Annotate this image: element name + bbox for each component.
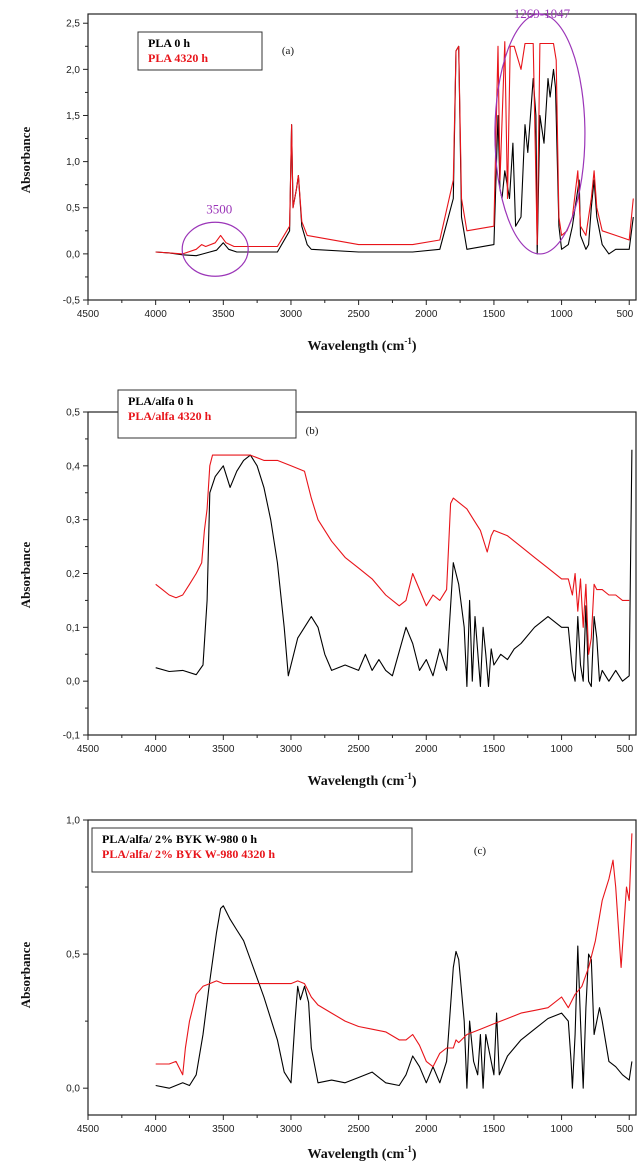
series-line-red [155, 454, 630, 655]
x-tick-label: 500 [617, 744, 634, 755]
x-tick-label: 4500 [77, 309, 100, 320]
x-tick-label: 4000 [145, 744, 168, 755]
legend-entry: PLA/alfa 4320 h [128, 409, 212, 423]
x-tick-label: 2000 [415, 1124, 438, 1135]
y-tick-label: 2,5 [66, 19, 80, 30]
x-tick-label: 1500 [483, 744, 506, 755]
legend-box [137, 31, 263, 71]
y-tick-label: 0,2 [66, 569, 80, 580]
y-tick-label: -0,1 [63, 731, 81, 742]
legend-entry: PLA/alfa/ 2% BYK W-980 4320 h [102, 847, 275, 861]
legend-entry: PLA/alfa 0 h [128, 394, 194, 408]
series-line-black [155, 449, 633, 688]
y-tick-label: 1,0 [66, 816, 80, 827]
x-tick-label: 2000 [415, 309, 438, 320]
annotation-label-3500: 3500 [206, 201, 232, 216]
chart-panel-a: 4500 4000 3500 3000 2500 2000 1500 1000 500 -0,5 0… [18, 6, 637, 354]
y-tick-label: 0,5 [66, 408, 80, 419]
x-tick-label: 4000 [145, 309, 168, 320]
x-tick-label: 1500 [483, 309, 506, 320]
y-tick-label: 0,1 [66, 623, 80, 634]
y-axis-label: Absorbance [18, 942, 33, 1009]
x-tick-label: 1000 [550, 309, 573, 320]
x-tick-label: 1500 [483, 1124, 506, 1135]
x-tick-label: 2000 [415, 744, 438, 755]
y-axis-label: Absorbance [18, 127, 33, 194]
legend-box [91, 827, 413, 873]
x-tick-label: 3000 [280, 309, 303, 320]
panel-label: (c) [474, 845, 487, 857]
chart-panel-b: 4500 4000 3500 3000 2500 2000 1500 1000 500 -0,1 0… [18, 389, 637, 789]
annotation-label-1269-1047: 1269-1047 [514, 6, 571, 21]
y-axis-label: Absorbance [18, 542, 33, 609]
y-tick-label: 2,0 [66, 65, 80, 76]
annotation-ellipse-1269-1047 [494, 13, 586, 255]
legend-entry: PLA 4320 h [148, 51, 208, 65]
legend-box [117, 389, 297, 439]
series-line-red [155, 41, 634, 255]
x-tick-label: 500 [617, 309, 634, 320]
x-tick-label: 2500 [347, 744, 370, 755]
x-axis-label: Wavelength (cm-1) [308, 1144, 417, 1161]
series-line-red [155, 833, 633, 1076]
legend-entry: PLA 0 h [148, 36, 190, 50]
series-line-black [155, 905, 633, 1089]
x-axis-label: Wavelength (cm-1) [308, 336, 417, 354]
x-tick-label: 3500 [212, 309, 235, 320]
x-tick-label: 4500 [77, 744, 100, 755]
y-tick-label: 0,5 [66, 203, 80, 214]
y-tick-label: 0,3 [66, 515, 80, 526]
x-tick-label: 3500 [212, 1124, 235, 1135]
chart-panel-c: 4500 4000 3500 3000 2500 2000 1500 1000 500 0,0 0,… [18, 816, 637, 1161]
plot-frame [87, 819, 637, 1116]
x-tick-label: 3000 [280, 1124, 303, 1135]
y-tick-label: 0,0 [66, 677, 80, 688]
y-tick-label: 0,0 [66, 1084, 80, 1095]
panel-label: (b) [306, 425, 319, 437]
x-tick-label: 4000 [145, 1124, 168, 1135]
plot-frame [87, 13, 637, 301]
x-tick-label: 2500 [347, 1124, 370, 1135]
y-tick-label: 0,4 [66, 461, 80, 472]
y-tick-label: 0,5 [66, 950, 80, 961]
x-tick-label: 2500 [347, 309, 370, 320]
y-tick-label: 1,5 [66, 111, 80, 122]
plot-frame [87, 411, 637, 736]
x-tick-label: 1000 [550, 1124, 573, 1135]
x-tick-label: 3500 [212, 744, 235, 755]
x-axis-label: Wavelength (cm-1) [308, 771, 417, 789]
annotation-circle-3500 [181, 221, 249, 277]
y-tick-label: 1,0 [66, 157, 80, 168]
y-tick-label: 0,0 [66, 249, 80, 260]
legend-entry: PLA/alfa/ 2% BYK W-980 0 h [102, 832, 257, 846]
x-tick-label: 1000 [550, 744, 573, 755]
x-tick-label: 3000 [280, 744, 303, 755]
y-tick-label: -0,5 [63, 296, 81, 307]
x-tick-label: 4500 [77, 1124, 100, 1135]
panel-label: (a) [282, 45, 295, 57]
x-tick-label: 500 [617, 1124, 634, 1135]
